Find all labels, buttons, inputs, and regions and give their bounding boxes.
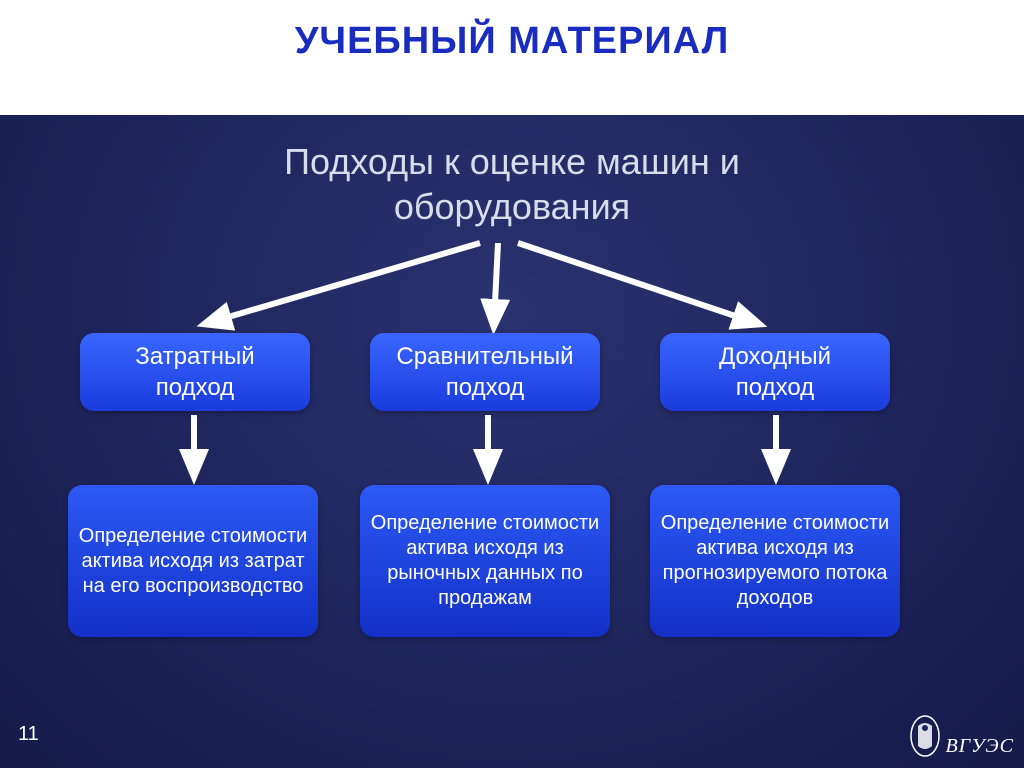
arrow-top-center: [494, 243, 498, 323]
approach-label: Доходныйподход: [719, 341, 831, 403]
main-diagram-area: Подходы к оценке машин и оборудования За…: [0, 115, 1024, 768]
description-box-income: Определение стоимости актива исходя из п…: [650, 485, 900, 637]
description-text: Определение стоимости актива исходя из з…: [78, 524, 308, 599]
header-area: УЧЕБНЫЙ МАТЕРИАЛ: [0, 0, 1024, 115]
subtitle-line2: оборудования: [394, 186, 630, 227]
page-title: УЧЕБНЫЙ МАТЕРИАЛ: [295, 20, 730, 63]
description-box-comparative: Определение стоимости актива исходя из р…: [360, 485, 610, 637]
approach-box-comparative: Сравнительныйподход: [370, 333, 600, 411]
approach-box-income: Доходныйподход: [660, 333, 890, 411]
description-text: Определение стоимости актива исходя из п…: [660, 511, 890, 611]
description-text: Определение стоимости актива исходя из р…: [370, 511, 600, 611]
description-box-cost: Определение стоимости актива исходя из з…: [68, 485, 318, 637]
logo-icon: [908, 714, 942, 758]
page-number: 11: [18, 723, 39, 746]
diagram-subtitle: Подходы к оценке машин и оборудования: [0, 115, 1024, 229]
approach-label: Сравнительныйподход: [396, 341, 573, 403]
subtitle-line1: Подходы к оценке машин и: [284, 141, 740, 182]
logo-text: ВГУЭС: [946, 735, 1015, 758]
arrow-top-left: [208, 243, 480, 323]
arrow-top-right: [518, 243, 756, 323]
logo-area: ВГУЭС: [908, 714, 1015, 758]
approach-label: Затратныйподход: [135, 341, 254, 403]
approach-box-cost: Затратныйподход: [80, 333, 310, 411]
